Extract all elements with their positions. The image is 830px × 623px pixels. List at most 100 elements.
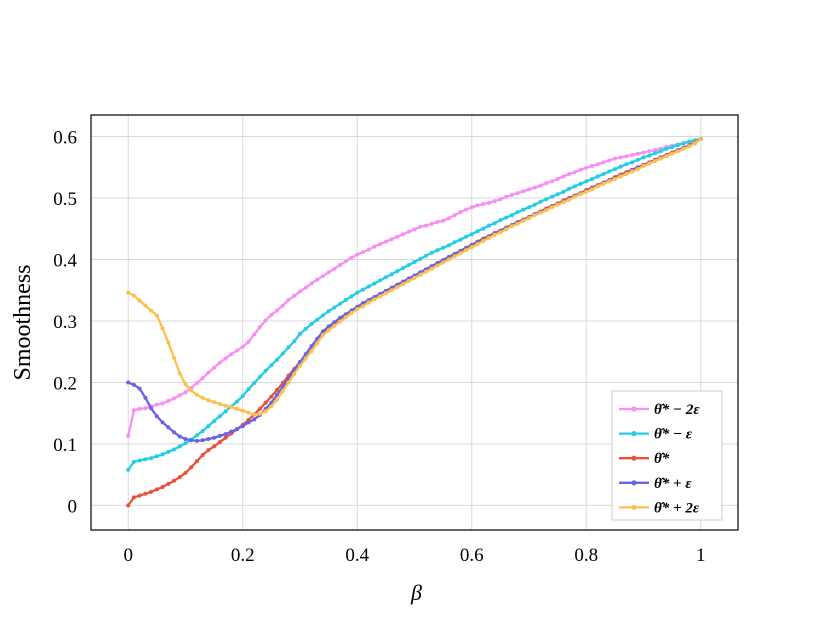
data-point	[160, 452, 165, 457]
data-point	[549, 179, 554, 184]
data-point	[183, 441, 188, 446]
data-point	[240, 393, 245, 398]
data-point	[252, 332, 257, 337]
data-point	[126, 433, 131, 438]
data-point	[538, 183, 543, 188]
data-point	[590, 187, 594, 192]
data-point	[177, 393, 182, 398]
x-tick-label: 0.8	[574, 545, 598, 566]
data-point	[172, 478, 177, 483]
data-point	[469, 245, 474, 250]
data-point	[217, 401, 222, 406]
data-point	[206, 448, 211, 453]
data-point	[395, 234, 400, 239]
data-point	[177, 475, 182, 480]
data-point	[257, 411, 262, 416]
data-point	[309, 322, 314, 327]
data-point	[567, 172, 572, 177]
data-point	[143, 491, 148, 496]
data-point	[315, 317, 320, 322]
data-point	[389, 237, 394, 242]
data-point	[154, 402, 159, 407]
data-point	[131, 382, 136, 387]
data-point	[681, 146, 686, 151]
data-point	[389, 288, 394, 293]
data-point	[612, 167, 617, 172]
data-point	[658, 156, 663, 161]
data-point	[595, 184, 600, 189]
data-point	[635, 151, 640, 156]
data-point	[618, 174, 623, 179]
data-point	[137, 493, 142, 498]
data-point	[252, 412, 257, 417]
data-point	[309, 349, 314, 354]
data-point	[297, 331, 302, 336]
data-point	[160, 401, 165, 406]
data-point	[509, 213, 514, 218]
data-point	[257, 325, 262, 330]
data-point	[166, 398, 171, 403]
data-point	[360, 301, 365, 306]
data-point	[590, 164, 594, 169]
data-point	[343, 298, 348, 303]
data-point	[555, 176, 560, 181]
data-point	[429, 266, 434, 271]
data-point	[458, 237, 463, 242]
data-point	[441, 260, 446, 265]
x-axis-label: β	[410, 580, 422, 605]
data-point	[275, 387, 280, 392]
data-point	[275, 397, 280, 402]
data-point	[303, 352, 308, 357]
x-tick-label: 0.2	[231, 545, 255, 566]
data-point	[223, 403, 228, 408]
y-tick-label: 0.6	[53, 128, 77, 149]
data-point	[303, 285, 308, 290]
data-point	[200, 376, 205, 381]
y-tick-label: 0.2	[53, 373, 77, 394]
legend-item: θ̂* − ε	[619, 427, 693, 443]
legend-box	[611, 390, 723, 521]
data-point	[286, 380, 291, 385]
data-point	[263, 400, 268, 405]
data-point	[647, 161, 652, 166]
data-point	[149, 406, 154, 411]
data-point	[166, 425, 171, 430]
data-point	[223, 356, 228, 361]
data-point	[538, 199, 543, 204]
data-point	[423, 223, 428, 228]
data-point	[383, 239, 388, 244]
data-point	[263, 409, 268, 414]
data-point	[435, 219, 440, 224]
data-point	[452, 254, 457, 259]
data-point	[498, 197, 503, 202]
data-point	[578, 167, 583, 172]
data-point	[378, 278, 383, 283]
y-tick-label: 0	[68, 496, 78, 517]
data-point	[670, 151, 675, 156]
data-point	[521, 189, 526, 194]
data-point	[412, 227, 417, 232]
data-point	[664, 146, 669, 151]
series-4	[126, 136, 703, 417]
data-point	[166, 481, 171, 486]
data-point	[183, 437, 188, 442]
data-point	[183, 382, 188, 387]
data-point	[257, 374, 262, 379]
series-layer	[126, 136, 703, 508]
data-point	[527, 216, 532, 221]
data-point	[670, 144, 675, 149]
data-point	[143, 406, 148, 411]
data-point	[446, 257, 451, 262]
data-point	[235, 427, 239, 432]
data-point	[355, 307, 360, 312]
data-point	[475, 229, 480, 234]
legend-item: θ̂* + 2ε	[619, 500, 700, 516]
data-point	[286, 298, 291, 303]
data-point	[309, 281, 314, 286]
data-point	[607, 179, 612, 184]
data-point	[172, 355, 177, 360]
data-point	[280, 351, 285, 356]
data-point	[194, 392, 199, 397]
data-point	[326, 324, 331, 329]
data-point	[194, 381, 199, 386]
